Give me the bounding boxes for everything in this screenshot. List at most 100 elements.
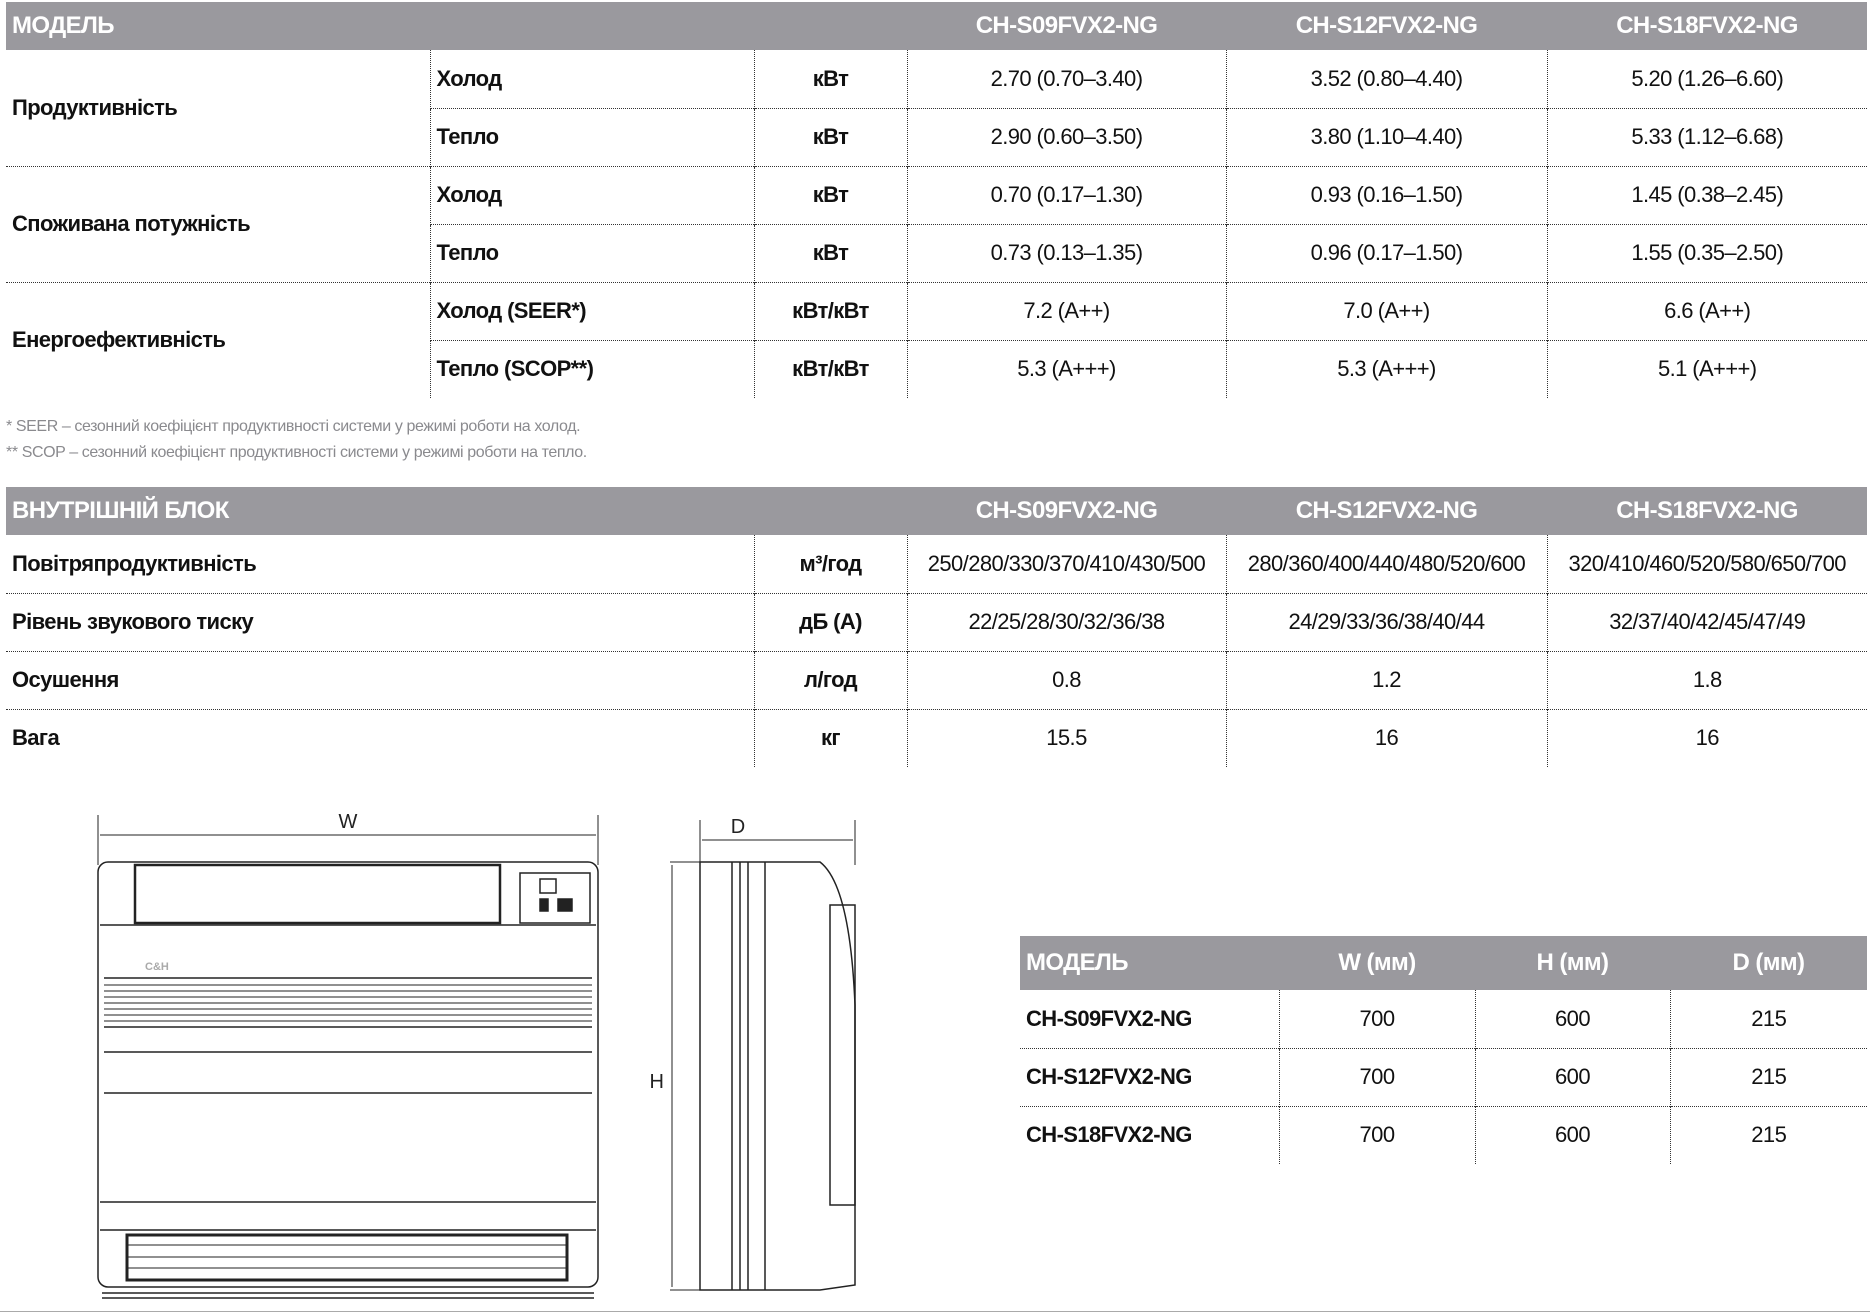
value-cell: 16 [1546,708,1867,767]
header-model: МОДЕЛЬ [1020,936,1279,990]
footnote-seer: * SEER – сезонний коефіцієнт продуктивно… [6,418,581,435]
unit-label: кВт [753,223,907,282]
unit-label: кг [753,708,907,767]
group-label: Енергоефективність [6,281,430,398]
value-cell: 250/280/330/370/410/430/500 [906,535,1226,593]
divider [0,1311,1870,1312]
value-cell: 32/37/40/42/45/47/49 [1546,592,1867,651]
header-title: ВНУТРІШНІЙ БЛОК [6,487,907,535]
model-name: CH-S09FVX2-NG [1026,1005,1192,1031]
value-cell: 3.80 (1.10–4.40) [1225,107,1547,166]
table-row: Вага кг 15.5 16 16 [6,708,1867,767]
dimension-value: 600 [1474,990,1670,1048]
value-cell: 2.90 (0.60–3.50) [906,107,1226,166]
unit-label: кВт [753,165,907,224]
header-title: МОДЕЛЬ [6,2,907,50]
value-cell: 0.73 (0.13–1.35) [906,223,1226,282]
value-cell: 320/410/460/520/580/650/700 [1546,535,1867,593]
dimension-value: 215 [1669,990,1867,1048]
value-cell: 22/25/28/30/32/36/38 [906,592,1226,651]
table-row: Осушення л/год 0.8 1.2 1.8 [6,650,1867,709]
row-label: Вага [6,708,754,767]
dimension-value: 700 [1278,1047,1475,1106]
unit-label: м³/год [753,535,907,593]
header-model: CH-S09FVX2-NG [907,487,1226,535]
value-cell: 5.3 (A+++) [906,339,1226,398]
dimension-value: 700 [1278,1105,1475,1164]
footnote-scop: ** SCOP – сезонний коефіцієнт продуктивн… [6,444,587,461]
value-cell: 1.8 [1546,650,1867,709]
unit-label: кВт/кВт [753,281,907,340]
table-row: CH-S12FVX2-NG 700 600 215 [1020,1047,1867,1106]
table-header: МОДЕЛЬ W (мм) H (мм) D (мм) [1020,936,1867,990]
value-cell: 3.52 (0.80–4.40) [1225,50,1547,108]
table-row: Споживана потужність Холод кВт 0.70 (0.17–1… [6,165,1867,282]
table-header: ВНУТРІШНІЙ БЛОК CH-S09FVX2-NG CH-S12FVX2… [6,487,1867,535]
table-header: МОДЕЛЬ CH-S09FVX2-NG CH-S12FVX2-NG CH-S1… [6,2,1867,50]
header-w: W (мм) [1279,936,1475,990]
mode-label: Тепло [429,223,754,282]
header-model: CH-S09FVX2-NG [907,2,1226,50]
performance-table: МОДЕЛЬ CH-S09FVX2-NG CH-S12FVX2-NG CH-S1… [6,2,1867,398]
group-label: Продуктивність [12,94,178,120]
header-model: CH-S12FVX2-NG [1226,487,1547,535]
dimension-value: 215 [1669,1047,1867,1106]
dimension-value: 600 [1474,1047,1670,1106]
value-cell: 16 [1225,708,1547,767]
mode-label: Холод (SEER*) [429,281,754,340]
value-cell: 280/360/400/440/480/520/600 [1225,535,1547,593]
value-cell: 5.33 (1.12–6.68) [1546,107,1867,166]
dimension-value: 600 [1474,1105,1670,1164]
mode-label: Тепло [429,107,754,166]
value-cell: 15.5 [906,708,1226,767]
value-cell: 1.55 (0.35–2.50) [1546,223,1867,282]
table-row: Рівень звукового тиску дБ (А) 22/25/28/30/… [6,592,1867,651]
mode-label: Холод [429,165,754,224]
brand-logo: C&H [145,961,169,973]
value-cell: 7.0 (A++) [1225,281,1547,340]
front-view: W C&H [97,811,599,1299]
value-cell: 1.45 (0.38–2.45) [1546,165,1867,224]
header-h: H (мм) [1475,936,1670,990]
row-label: Рівень звукового тиску [6,592,754,651]
mode-label: Холод [429,50,754,108]
unit-label: кВт/кВт [753,339,907,398]
table-row: CH-S18FVX2-NG 700 600 215 [1020,1105,1867,1164]
dimension-value: 215 [1669,1105,1867,1164]
value-cell: 24/29/33/36/38/40/44 [1225,592,1547,651]
header-model: CH-S18FVX2-NG [1547,2,1867,50]
unit-label: л/год [753,650,907,709]
model-name: CH-S18FVX2-NG [1020,1105,1279,1164]
indoor-unit-table: ВНУТРІШНІЙ БЛОК CH-S09FVX2-NG CH-S12FVX2… [6,487,1867,767]
dimensions-table: МОДЕЛЬ W (мм) H (мм) D (мм) CH-S09FVX2-N… [1020,936,1867,1164]
value-cell: 0.70 (0.17–1.30) [906,165,1226,224]
row-label: Осушення [6,650,754,709]
value-cell: 0.96 (0.17–1.50) [1225,223,1547,282]
depth-label: D [731,816,745,838]
unit-label: кВт [753,107,907,166]
value-cell: 2.70 (0.70–3.40) [906,50,1226,108]
value-cell: 5.1 (A+++) [1546,339,1867,398]
unit-label: кВт [753,50,907,108]
model-name: CH-S12FVX2-NG [1020,1047,1279,1106]
table-row: Тепло кВт 0.73 (0.13–1.35) 0.96 (0.17–1.50)… [6,223,1867,282]
value-cell: 5.20 (1.26–6.60) [1546,50,1867,108]
table-row: Продуктивність Холод кВт 2.70 (0.70–3.40) 3.… [6,50,1867,120]
value-cell: 0.93 (0.16–1.50) [1225,165,1547,224]
side-view: D H [650,816,856,1291]
table-row: Тепло кВт 2.90 (0.60–3.50) 3.80 (1.10–4.40)… [6,107,1867,166]
table-row: Енергоефективність Холод (SEER*) кВт/кВт 7.… [6,281,1867,398]
width-label: W [339,811,358,833]
table-row: Тепло (SCOP**) кВт/кВт 5.3 (A+++) 5.3 (A+++… [6,339,1867,398]
group-label: Споживана потужність [6,165,430,282]
header-model: CH-S12FVX2-NG [1226,2,1547,50]
value-cell: 0.8 [906,650,1226,709]
value-cell: 5.3 (A+++) [1225,339,1547,398]
unit-label: дБ (А) [753,592,907,651]
table-row: Повітряпродуктивність м³/год 250/280/330/3… [6,535,1867,593]
value-cell: 6.6 (A++) [1546,281,1867,340]
table-row: CH-S09FVX2-NG 700 600 215 [1020,990,1867,1048]
header-d: D (мм) [1670,936,1867,990]
unit-dimension-drawing: W C&H D H [97,811,856,1299]
row-label: Повітряпродуктивність [12,550,257,576]
